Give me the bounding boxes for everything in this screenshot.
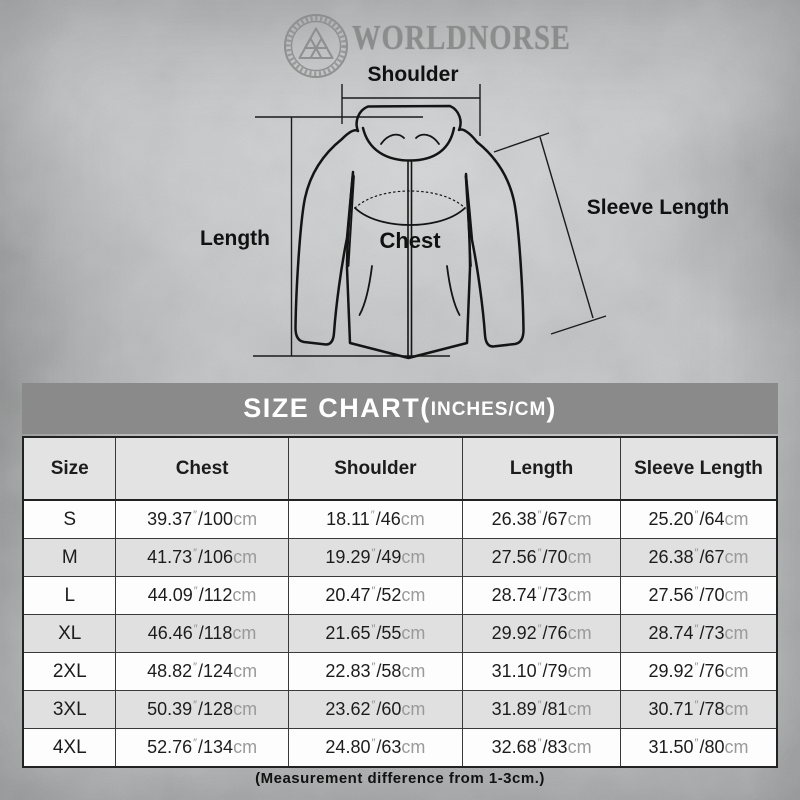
- shoulder-measurement: 20.47 ″/52 cm: [289, 577, 464, 614]
- chest-measurement: 48.82 ″/124 cm: [116, 653, 289, 690]
- size-value: 3XL: [24, 691, 117, 728]
- size-value: 2XL: [24, 653, 117, 690]
- size-value: L: [24, 577, 117, 614]
- chest-measurement: 39.37 ″/100 cm: [116, 501, 289, 538]
- chest-label: Chest: [379, 228, 441, 253]
- column-header-sleeve-length: Sleeve Length: [634, 457, 763, 479]
- brand-logo-valknut-icon: [284, 14, 348, 78]
- shoulder-measurement: 24.80 ″/63 cm: [289, 729, 464, 766]
- column-header-shoulder: Shoulder: [289, 438, 464, 499]
- size-table-body: S 39.37 ″/100 cm 18.11 ″/46 cm 26.38 ″/67 cm 25.20…: [24, 501, 776, 766]
- size-value: XL: [24, 615, 117, 652]
- sleeve-measurement: 30.71 ″/78 cm: [648, 698, 749, 720]
- table-row-s: S 39.37 ″/100 cm 18.11 ″/46 cm 26.38 ″/67 cm 25.20…: [24, 501, 776, 539]
- table-row-xl: XL 46.46 ″/118 cm 21.65 ″/55 cm 29.92 ″/76 cm 28.7…: [24, 615, 776, 653]
- shoulder-measurement: 19.29 ″/49 cm: [289, 539, 464, 576]
- table-row-4xl: 4XL 52.76 ″/134 cm 24.80 ″/63 cm 32.68 ″/83 cm 31.…: [24, 729, 776, 766]
- length-measurement: 31.10 ″/79 cm: [463, 653, 622, 690]
- table-row-m: M 41.73 ″/106 cm 19.29 ″/49 cm 27.56 ″/70 cm 26.38…: [24, 539, 776, 577]
- sleeve-length-label: Sleeve Length: [586, 196, 730, 219]
- chest-measurement: 52.76 ″/134 cm: [116, 729, 289, 766]
- length-measurement: 26.38 ″/67 cm: [463, 501, 622, 538]
- measurement-footnote: (Measurement difference from 1-3cm.): [255, 770, 545, 787]
- size-value: M: [24, 539, 117, 576]
- sleeve-measurement: 26.38 ″/67 cm: [648, 546, 749, 568]
- size-chart-title-band: SIZE CHART(INCHES/CM): [22, 383, 778, 434]
- size-chart-title-units: INCHES/CM: [430, 399, 547, 420]
- sleeve-measurement: 31.50 ″/80 cm: [648, 736, 749, 758]
- shoulder-measurement: 23.62 ″/60 cm: [289, 691, 464, 728]
- measurement-lines: [253, 84, 607, 357]
- length-measurement: 27.56 ″/70 cm: [463, 539, 622, 576]
- sleeve-measurement: 29.92 ″/76 cm: [648, 660, 749, 682]
- length-measurement: 32.68 ″/83 cm: [463, 729, 622, 766]
- jacket-measurement-diagram: [253, 84, 607, 360]
- shoulder-label: Shoulder: [367, 63, 459, 86]
- shoulder-measurement: 18.11 ″/46 cm: [289, 501, 464, 538]
- sleeve-measurement: 25.20 ″/64 cm: [648, 508, 749, 530]
- length-measurement: 28.74 ″/73 cm: [463, 577, 622, 614]
- size-value: S: [24, 501, 117, 538]
- chest-measurement: 46.46 ″/118 cm: [116, 615, 289, 652]
- chest-measurement: 41.73 ″/106 cm: [116, 539, 289, 576]
- shoulder-measurement: 22.83 ″/58 cm: [289, 653, 464, 690]
- column-header-chest: Chest: [116, 438, 289, 499]
- column-header-size: Size: [24, 438, 117, 499]
- size-chart-title-close: ): [546, 393, 557, 423]
- chest-measurement: 50.39 ″/128 cm: [116, 691, 289, 728]
- size-chart-title: SIZE CHART(: [243, 393, 431, 423]
- brand-wordmark: WORLDNORSE: [352, 18, 571, 57]
- column-header-length: Length: [463, 438, 622, 499]
- length-measurement: 29.92 ″/76 cm: [463, 615, 622, 652]
- table-header-row: Size Chest Shoulder Length Sleeve Length: [24, 438, 776, 501]
- table-row-l: L 44.09 ″/112 cm 20.47 ″/52 cm 28.74 ″/73 cm 27.56…: [24, 577, 776, 615]
- chest-measurement: 44.09 ″/112 cm: [116, 577, 289, 614]
- sleeve-measurement: 27.56 ″/70 cm: [648, 584, 749, 606]
- length-measurement: 31.89 ″/81 cm: [463, 691, 622, 728]
- size-value: 4XL: [24, 729, 117, 766]
- jacket-outline: [294, 104, 525, 360]
- shoulder-measurement: 21.65 ″/55 cm: [289, 615, 464, 652]
- size-table: Size Chest Shoulder Length Sleeve Length…: [22, 436, 778, 768]
- length-label: Length: [200, 227, 270, 250]
- table-row-2xl: 2XL 48.82 ″/124 cm 22.83 ″/58 cm 31.10 ″/79 cm 29.…: [24, 653, 776, 691]
- table-row-3xl: 3XL 50.39 ″/128 cm 23.62 ″/60 cm 31.89 ″/81 cm 30.…: [24, 691, 776, 729]
- sleeve-measurement: 28.74 ″/73 cm: [648, 622, 749, 644]
